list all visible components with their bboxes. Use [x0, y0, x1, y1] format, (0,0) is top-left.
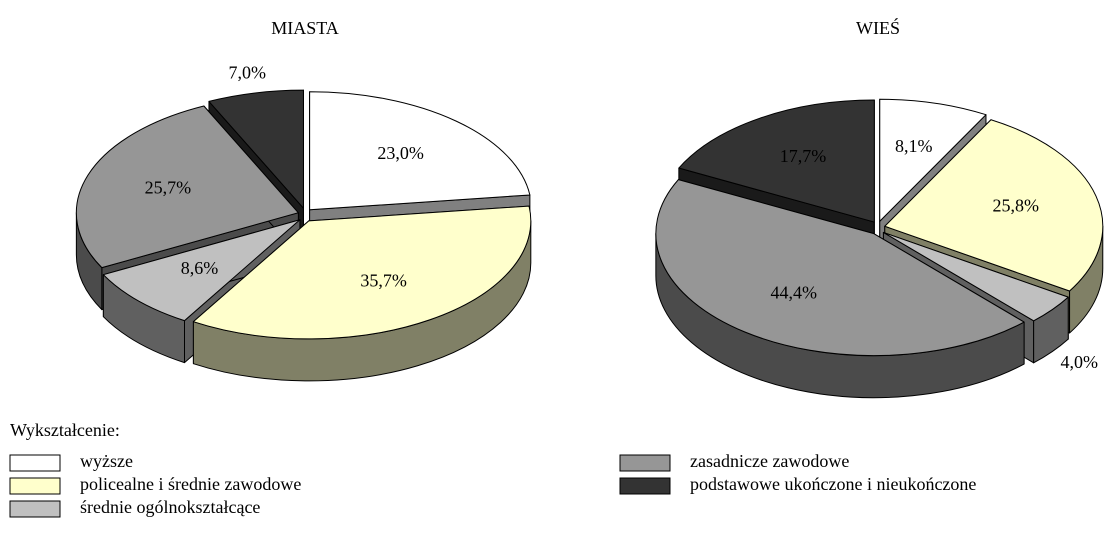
- data-label: 8,6%: [181, 258, 219, 278]
- slice: [884, 119, 1104, 292]
- slice: [882, 231, 1069, 322]
- slice: [192, 205, 532, 340]
- data-label: 44,4%: [770, 283, 817, 303]
- slice: [102, 219, 301, 322]
- legend-label: średnie ogólnokształcące: [80, 497, 260, 517]
- data-label: 23,0%: [377, 143, 424, 163]
- slice: [879, 98, 987, 222]
- slice: [208, 89, 304, 209]
- data-label: 35,7%: [360, 270, 407, 290]
- slice: [75, 105, 299, 269]
- data-label: 25,7%: [145, 178, 192, 198]
- chart-title: WIEŚ: [856, 17, 900, 38]
- legend-swatch: [9, 500, 61, 518]
- legend-swatch: [619, 454, 671, 472]
- slice: [309, 91, 531, 211]
- slice: [655, 179, 1025, 357]
- data-label: 7,0%: [229, 63, 267, 83]
- legend-swatch: [9, 454, 61, 472]
- legend-title: Wykształcenie:: [10, 420, 120, 440]
- data-label: 8,1%: [895, 136, 933, 156]
- slice: [678, 99, 875, 223]
- chart-title: MIASTA: [271, 18, 339, 38]
- legend-label: policealne i średnie zawodowe: [80, 474, 301, 494]
- legend-label: podstawowe ukończone i nieukończone: [690, 474, 976, 494]
- legend-swatch: [9, 477, 61, 495]
- data-label: 4,0%: [1061, 352, 1099, 372]
- legend-label: wyższe: [80, 451, 133, 471]
- data-label: 25,8%: [992, 196, 1039, 216]
- legend-swatch: [619, 477, 671, 495]
- legend-label: zasadnicze zawodowe: [690, 451, 849, 471]
- data-label: 17,7%: [780, 146, 827, 166]
